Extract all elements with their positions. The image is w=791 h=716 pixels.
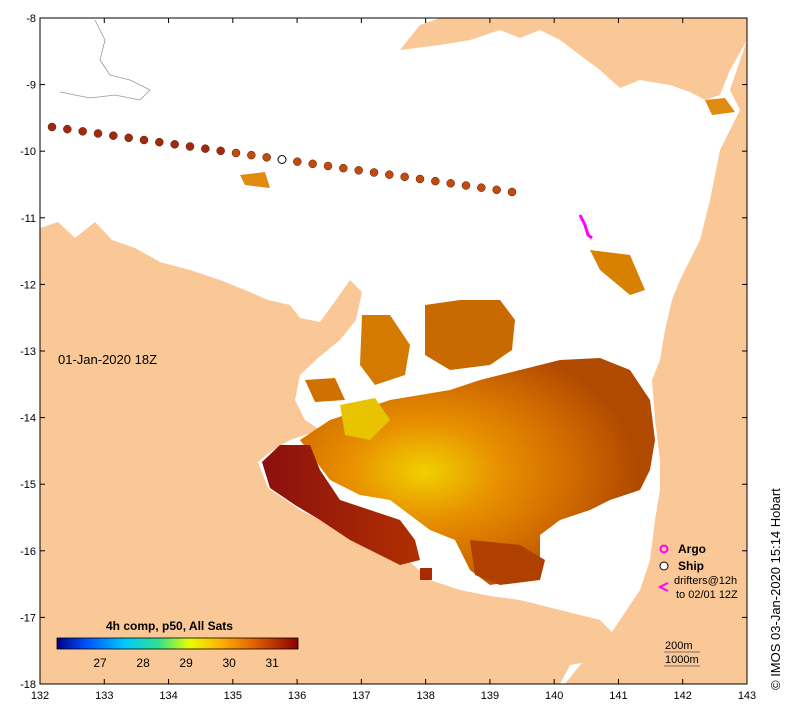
argo-float-track — [578, 214, 593, 240]
ship-track-dot — [185, 142, 195, 151]
lat-tick-label: -16 — [20, 546, 36, 558]
sst-patch-west-gulf — [240, 172, 270, 188]
colorbar-gradient — [56, 637, 299, 650]
lon-tick-label: 141 — [609, 690, 627, 702]
ship-track-dot — [293, 157, 302, 166]
lat-tick-label: -15 — [20, 479, 36, 491]
ship-track-dot — [109, 131, 118, 140]
ship-track-dot — [63, 124, 72, 134]
ship-track-dot — [231, 148, 241, 158]
colorbar-tick-label: 31 — [265, 656, 279, 670]
ship-track-dot — [216, 146, 225, 156]
ship-legend-label: Ship — [678, 559, 704, 573]
lon-tick-label: 142 — [674, 690, 692, 702]
ship-track-dot — [78, 127, 87, 136]
ship-track-dot — [339, 163, 348, 173]
lon-tick-label: 137 — [352, 690, 370, 702]
sst-patch-cape — [590, 250, 645, 295]
land-northern-territory — [40, 222, 620, 684]
ship-track-dot — [400, 172, 409, 182]
land-new-guinea — [400, 18, 747, 100]
ship-track — [47, 122, 517, 197]
lat-tick-label: -9 — [26, 80, 36, 92]
coastline-outline — [59, 19, 151, 101]
lon-tick-label: 134 — [159, 690, 177, 702]
axis-ticks: 132 133 134 135 136 137 138 139 140 141 142 143 -8 -9… — [20, 13, 756, 702]
sst-patch-south-small — [420, 568, 432, 580]
lat-tick-label: -14 — [20, 413, 36, 425]
colorbar-tick-label: 30 — [222, 656, 236, 670]
depth-200-label: 200m — [665, 640, 693, 652]
sst-field-north — [425, 300, 515, 370]
lat-tick-label: -18 — [20, 679, 36, 691]
colorbar-tick-label: 28 — [136, 656, 150, 670]
ship-track-dot — [354, 166, 363, 175]
land-cape-york — [565, 40, 747, 684]
colorbar-tick-label: 29 — [179, 656, 193, 670]
lon-tick-label: 132 — [31, 690, 49, 702]
ship-track-dot — [124, 133, 133, 143]
ship-track-dot — [47, 122, 57, 132]
lon-tick-label: 136 — [288, 690, 306, 702]
lon-tick-label: 133 — [95, 690, 113, 702]
lon-tick-label: 139 — [481, 690, 499, 702]
sst-field-north-west — [360, 315, 410, 385]
argo-legend-icon — [659, 544, 669, 554]
ship-track-dot — [170, 140, 179, 149]
lat-tick-label: -8 — [26, 13, 36, 25]
credit-label: © IMOS 03-Jan-2020 15:14 Hobart — [768, 488, 783, 690]
ship-track-dot — [385, 170, 394, 179]
lat-tick-label: -12 — [20, 279, 36, 291]
colorbar-title: 4h comp, p50, All Sats — [106, 619, 233, 633]
sst-field-hot-coast — [262, 445, 420, 565]
ship-track-dot — [201, 144, 210, 153]
date-label: 01-Jan-2020 18Z — [58, 352, 157, 367]
colorbar-tick-label: 27 — [93, 656, 107, 670]
depth-1000-label: 1000m — [665, 654, 699, 666]
ship-track-dot — [369, 168, 379, 177]
sst-patch-west-point — [305, 378, 345, 402]
ship-track-dot — [247, 150, 256, 160]
ship-legend-icon — [659, 561, 669, 571]
argo-legend-label: Argo — [678, 542, 706, 556]
sst-field-south-lobe — [470, 540, 545, 585]
ship-track-dot — [431, 176, 440, 186]
drifter-legend-icon — [657, 582, 669, 592]
sst-field-yellow — [340, 398, 390, 440]
ship-track-dot — [507, 187, 517, 197]
lat-tick-label: -11 — [21, 213, 36, 225]
sst-field-main — [300, 358, 655, 585]
ship-track-dot — [308, 159, 317, 169]
drifters-legend-line2: to 02/01 12Z — [676, 589, 738, 601]
lat-tick-label: -17 — [20, 612, 36, 624]
ship-track-dot — [415, 174, 425, 184]
ship-track-dot — [155, 137, 164, 147]
ship-track-dot — [492, 185, 501, 195]
legend: Argo Ship drifters@12h to 02/01 12Z 200m… — [657, 542, 738, 667]
lat-tick-label: -13 — [20, 346, 36, 358]
sst-patch-ne — [705, 98, 735, 115]
lon-tick-label: 135 — [224, 690, 242, 702]
lon-tick-label: 143 — [738, 690, 756, 702]
lon-tick-label: 140 — [545, 690, 563, 702]
ship-track-dot — [477, 183, 486, 192]
colorbar: 4h comp, p50, All Sats 27 28 29 30 31 — [56, 619, 299, 670]
ship-track-dot — [93, 129, 103, 138]
ship-track-dot — [323, 161, 333, 171]
ship-track-dot — [277, 155, 287, 164]
lat-tick-label: -10 — [20, 146, 36, 158]
ship-track-dot — [446, 179, 455, 188]
drifters-legend-line1: drifters@12h — [674, 575, 737, 587]
ship-track-dot — [461, 181, 471, 190]
lon-tick-label: 138 — [416, 690, 434, 702]
ship-track-dot — [139, 135, 149, 145]
ship-track-dot — [262, 153, 271, 162]
